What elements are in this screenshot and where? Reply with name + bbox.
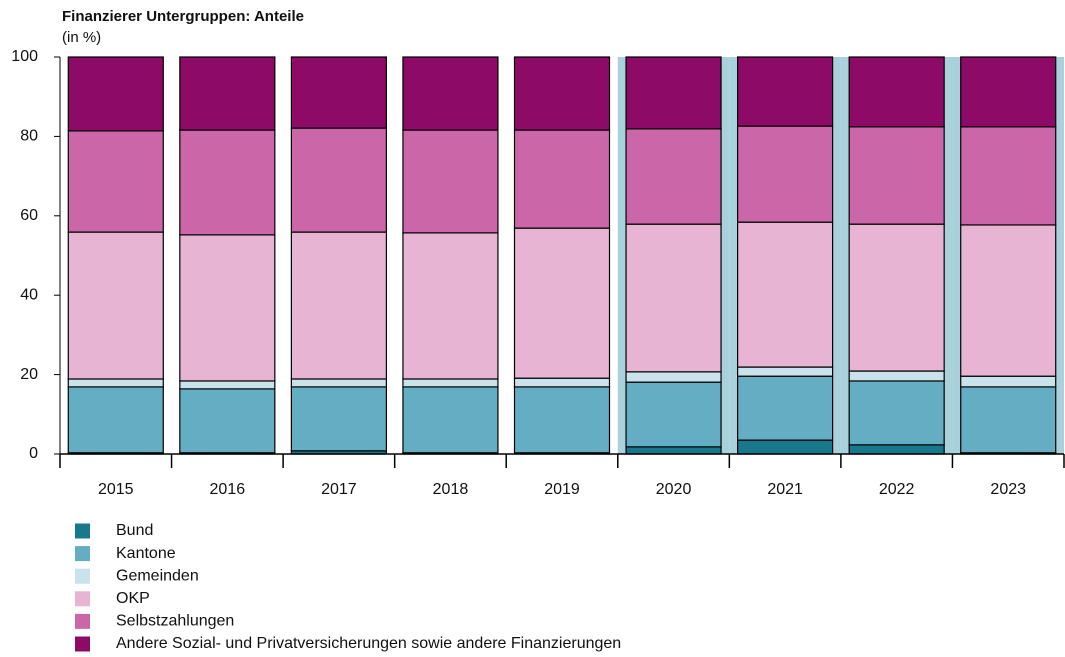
legend-swatch [75,591,90,607]
bar-segment [513,56,611,131]
bar-segment [402,232,499,380]
legend-label: OKP [116,590,150,607]
x-tick-label: 2017 [321,481,357,498]
legend-swatch [75,546,90,562]
bar-segment [179,380,276,390]
bar-segment [67,231,164,380]
bar-segment [625,446,722,455]
legend-label: Bund [116,522,153,539]
bar-segment [737,125,834,223]
bar-segment [848,444,945,455]
bar-segment [737,56,834,127]
bar-segment [179,234,276,382]
bar-segment [513,129,611,229]
x-tick-label: 2021 [767,481,803,498]
bar-segment [960,375,1057,388]
legend-swatch [75,568,90,584]
x-tick-label: 2022 [879,481,915,498]
bar-segment [960,126,1057,226]
bar-segment [513,377,611,388]
y-tick-label: 100 [11,48,38,65]
bar-segment [67,378,164,388]
bar-segment [848,223,945,372]
bar-segment [513,227,611,379]
bar-segment [848,56,945,128]
legend-label: Selbstzahlungen [116,613,234,630]
bar-segment [290,386,387,452]
bar-segment [960,386,1057,454]
bar-segment [67,56,164,132]
bar-segment [737,439,834,455]
bar-segment [402,378,499,388]
bar-segment [625,128,722,225]
bar-segment [290,378,387,388]
legend-label: Gemeinden [116,567,199,584]
bar-segment [625,381,722,448]
x-tick-label: 2015 [98,481,134,498]
bar-segment [67,130,164,233]
bar-segment [737,366,834,377]
bar-segment [737,221,834,368]
bar-segment [848,126,945,225]
x-tick-label: 2018 [433,481,469,498]
bar-segment [848,370,945,382]
y-tick-label: 20 [20,366,38,383]
bar-segment [513,386,611,454]
y-tick-label: 60 [20,207,38,224]
x-tick-label: 2016 [210,481,246,498]
bar-segment [737,375,834,441]
bar-segment [402,129,499,234]
legend-label: Andere Sozial- und Privatversicherungen … [116,635,621,652]
bar-segment [179,388,276,454]
bar-segment [67,386,164,454]
bar-segment [625,371,722,383]
legend-swatch [75,636,90,652]
bar-segment [960,56,1057,128]
y-tick-label: 40 [20,286,38,303]
bar-segment [402,56,499,131]
legend-swatch [75,523,90,539]
bar-segment [402,386,499,454]
chart-subtitle: (in %) [62,29,101,46]
bar-segment [290,56,387,129]
bar-segment [290,127,387,233]
legend-label: Kantone [116,545,176,562]
x-tick-label: 2020 [656,481,692,498]
bar-segment [290,231,387,380]
bar-segment [179,56,276,131]
y-tick-label: 80 [20,128,38,145]
y-tick-label: 0 [29,445,38,462]
legend-swatch [75,613,90,629]
bar-segment [848,380,945,446]
chart-title: Finanzierer Untergruppen: Anteile [62,8,304,25]
x-tick-label: 2019 [544,481,580,498]
bar-segment [625,56,722,130]
bar-segment [960,224,1057,377]
x-tick-label: 2023 [990,481,1026,498]
bar-segment [625,223,722,373]
bar-segment [179,129,276,236]
